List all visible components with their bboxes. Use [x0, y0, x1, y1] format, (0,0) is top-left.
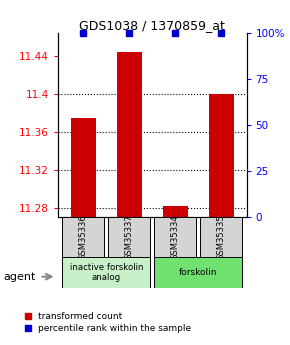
Bar	[108, 217, 151, 257]
Legend: transformed count, percentile rank within the sample: transformed count, percentile rank withi…	[24, 312, 191, 333]
Bar	[154, 257, 242, 288]
Bar	[163, 206, 188, 217]
Text: GSM35336: GSM35336	[79, 214, 88, 260]
Text: inactive forskolin
analog: inactive forskolin analog	[70, 263, 143, 282]
Text: GSM35335: GSM35335	[217, 214, 226, 260]
Bar	[62, 217, 104, 257]
Text: agent: agent	[3, 272, 35, 282]
Text: forskolin: forskolin	[179, 268, 218, 277]
Bar	[62, 257, 151, 288]
Bar	[200, 217, 242, 257]
Text: GSM35334: GSM35334	[171, 214, 180, 260]
Bar	[117, 52, 142, 217]
Bar	[209, 94, 234, 217]
Bar	[71, 118, 96, 217]
Bar	[154, 217, 196, 257]
Title: GDS1038 / 1370859_at: GDS1038 / 1370859_at	[79, 19, 225, 32]
Text: GSM35337: GSM35337	[125, 214, 134, 260]
